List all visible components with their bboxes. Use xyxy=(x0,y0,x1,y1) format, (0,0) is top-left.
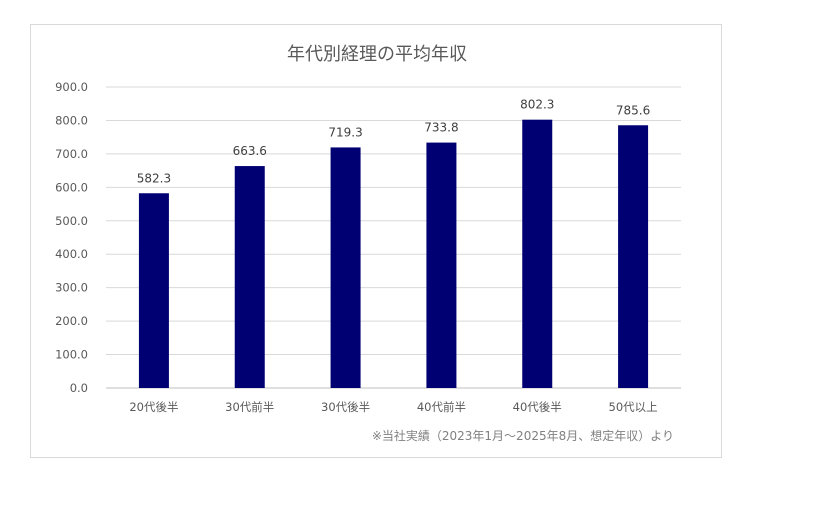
y-tick-label: 200.0 xyxy=(55,314,88,328)
data-label: 582.3 xyxy=(137,171,171,185)
data-label: 802.3 xyxy=(520,98,554,112)
data-label: 663.6 xyxy=(233,144,267,158)
bar-chart: 年代別経理の平均年収 0.0 100.0 200.0 300.0 400.0 500.0 6… xyxy=(55,44,681,443)
y-tick-label: 800.0 xyxy=(55,113,88,127)
data-label: 719.3 xyxy=(328,125,362,139)
chart-frame: 年代別経理の平均年収 0.0 100.0 200.0 300.0 400.0 500.0 6… xyxy=(30,24,722,458)
x-tick-label: 20代後半 xyxy=(129,400,178,414)
y-tick-label: 400.0 xyxy=(55,247,88,261)
y-tick-label: 600.0 xyxy=(55,180,88,194)
bar xyxy=(426,142,457,388)
bar xyxy=(138,193,169,388)
y-tick-label: 500.0 xyxy=(55,214,88,228)
y-tick-label: 700.0 xyxy=(55,147,88,161)
data-label: 785.6 xyxy=(616,103,650,117)
x-tick-label: 40代後半 xyxy=(513,400,562,414)
bar xyxy=(234,166,265,388)
bar xyxy=(618,125,649,389)
x-tick-label: 40代前半 xyxy=(417,400,466,414)
bar xyxy=(330,147,361,388)
source-note: ※当社実績（2023年1月〜2025年8月、想定年収）より xyxy=(372,428,674,443)
chart-title: 年代別経理の平均年収 xyxy=(287,44,467,65)
data-label: 733.8 xyxy=(424,121,458,135)
y-tick-label: 0.0 xyxy=(70,381,88,395)
y-tick-label: 100.0 xyxy=(55,348,88,362)
y-tick-label: 900.0 xyxy=(55,80,88,94)
x-tick-label: 30代前半 xyxy=(225,400,274,414)
y-tick-label: 300.0 xyxy=(55,281,88,295)
bar xyxy=(522,119,553,388)
x-tick-label: 50代以上 xyxy=(609,400,658,414)
x-tick-label: 30代後半 xyxy=(321,400,370,414)
